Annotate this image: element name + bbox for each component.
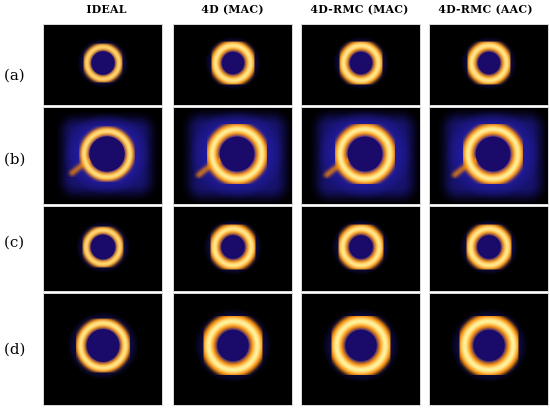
panel-b-4d-mac	[173, 107, 293, 205]
ring-center	[477, 235, 501, 259]
ring-core	[209, 126, 265, 182]
ring-center	[473, 329, 505, 362]
panel-d-4d-rmc-aac	[429, 293, 549, 406]
column-header-4d-rmc-aac: 4D-RMC (AAC)	[438, 3, 533, 16]
ring-core	[205, 317, 261, 374]
panel-b-ideal	[43, 107, 163, 205]
ring-center	[349, 51, 373, 75]
ring-center	[90, 234, 116, 260]
row-label-a: (a)	[4, 66, 25, 84]
ring-center	[86, 329, 120, 362]
panel-c-4d-rmc-mac	[301, 206, 421, 292]
panel-c-4d-mac	[173, 206, 293, 292]
ring-core	[84, 228, 122, 266]
panel-c-4d-rmc-aac	[429, 206, 549, 292]
row-label-b: (b)	[4, 150, 26, 168]
ring-center	[349, 235, 373, 259]
ring-center	[345, 329, 377, 362]
ring-core	[461, 317, 517, 374]
ring-center	[219, 136, 255, 172]
row-label-d: (d)	[4, 340, 26, 358]
column-header-4d-rmc-mac: 4D-RMC (MAC)	[310, 3, 409, 16]
row-label-c: (c)	[4, 233, 25, 251]
ring-center	[221, 51, 245, 75]
panel-a-ideal	[43, 24, 163, 106]
ring-core	[468, 226, 510, 268]
ring-core	[340, 226, 382, 268]
column-header-ideal: IDEAL	[86, 3, 127, 16]
ring-center	[91, 51, 115, 75]
panel-a-4d-rmc-mac	[301, 24, 421, 106]
ring-core	[465, 126, 521, 182]
image-grid	[43, 24, 549, 407]
ring-center	[347, 136, 383, 172]
panel-a-4d-rmc-aac	[429, 24, 549, 106]
ring-center	[89, 136, 125, 172]
ring-center	[217, 329, 249, 362]
ring-core	[213, 43, 253, 83]
ring-core	[341, 43, 381, 83]
panel-a-4d-mac	[173, 24, 293, 106]
ring-center	[477, 51, 501, 75]
panel-b-4d-rmc-mac	[301, 107, 421, 205]
panel-d-4d-rmc-mac	[301, 293, 421, 406]
panel-d-4d-mac	[173, 293, 293, 406]
ring-core	[82, 129, 132, 179]
ring-core	[333, 317, 389, 374]
column-header-4d-mac: 4D (MAC)	[201, 3, 264, 16]
panel-b-4d-rmc-aac	[429, 107, 549, 205]
ring-center	[221, 235, 245, 259]
panel-c-ideal	[43, 206, 163, 292]
ring-center	[475, 136, 511, 172]
ring-core	[337, 126, 393, 182]
ring-core	[78, 320, 128, 371]
panel-d-ideal	[43, 293, 163, 406]
ring-core	[212, 226, 254, 268]
ring-core	[469, 43, 509, 83]
ring-core	[85, 45, 121, 81]
